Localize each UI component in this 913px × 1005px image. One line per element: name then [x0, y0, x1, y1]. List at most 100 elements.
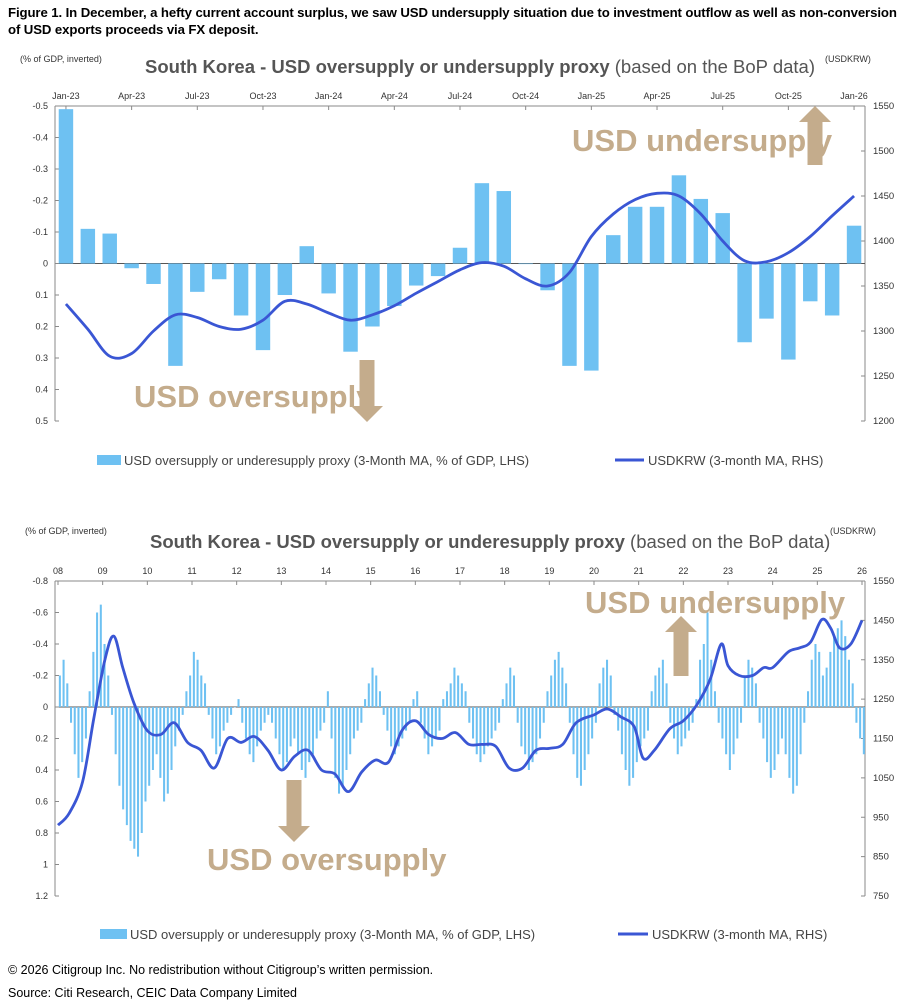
- chart2-bar-41: [211, 707, 214, 739]
- chart2-y2tick-label-1: 1450: [873, 615, 894, 626]
- chart1-bar-27: [649, 206, 665, 264]
- chart2-xtick-label-11: 19: [544, 566, 554, 576]
- chart2-bar-136: [565, 683, 568, 707]
- chart2-bar-96: [416, 691, 419, 707]
- chart2-bar-18: [125, 707, 128, 826]
- chart2-bar-35: [189, 675, 192, 707]
- chart2-y2tick-label-4: 1150: [873, 734, 893, 745]
- chart2-bar-40: [207, 707, 210, 715]
- chart1-bar-31: [737, 263, 752, 343]
- chart2-bar-9: [92, 651, 95, 707]
- chart2-bar-214: [855, 707, 858, 723]
- chart1-xtick-label-10: Jul-25: [710, 91, 735, 101]
- chart2-bar-143: [591, 707, 594, 739]
- chart1-bar-21: [518, 263, 533, 265]
- chart2-bar-126: [527, 707, 530, 770]
- chart2-xtick-label-14: 22: [678, 566, 688, 576]
- chart2-bar-204: [818, 651, 821, 707]
- chart2-bar-68: [311, 707, 314, 755]
- chart2-bar-178: [721, 707, 724, 739]
- chart2-bar-100: [431, 707, 434, 747]
- source-note: Source: Citi Research, CEIC Data Company…: [8, 986, 298, 1000]
- chart2-bar-32: [177, 707, 180, 731]
- chart2-bar-102: [438, 707, 441, 731]
- chart2-bar-66: [304, 707, 307, 778]
- chart2-bar-216: [862, 707, 865, 755]
- chart2-title-main: South Korea - USD oversupply or underesu…: [150, 531, 626, 552]
- chart2-bar-95: [412, 699, 415, 707]
- chart2-ytick-label-0: -0.8: [32, 576, 48, 586]
- chart2-xtick-label-5: 13: [276, 566, 286, 576]
- chart2-bar-69: [315, 707, 318, 739]
- chart2-bar-120: [505, 683, 508, 707]
- chart2-bar-141: [583, 707, 586, 770]
- chart2-bar-117: [494, 707, 497, 731]
- chart2-annotation-oversupply-arrow: [278, 780, 310, 842]
- chart2-ytick-label-4: 0: [43, 702, 48, 712]
- chart1-bar-8: [233, 263, 249, 316]
- chart2-bar-48: [237, 699, 240, 707]
- chart2-bar-111: [472, 707, 475, 739]
- chart2-bar-63: [293, 707, 296, 739]
- chart2-bar-71: [323, 707, 326, 723]
- chart2-bar-142: [587, 707, 590, 755]
- chart-usd-supply-history: (% of GDP, inverted) (USDKRW) South Kore…: [25, 526, 894, 942]
- chart1-bar-7: [211, 263, 227, 280]
- chart1-annotation-oversupply-label: USD oversupply: [134, 379, 374, 414]
- chart2-bar-152: [624, 707, 627, 770]
- chart2-bar-5: [77, 707, 80, 778]
- chart2-ytick-label-7: 0.6: [35, 797, 48, 807]
- chart2-bar-145: [598, 683, 601, 707]
- chart1-bars: [58, 109, 862, 371]
- chart1-bar-34: [803, 263, 818, 302]
- chart1-xtick-label-12: Jan-26: [840, 91, 868, 101]
- chart2-bar-125: [524, 707, 527, 755]
- chart2-bar-46: [230, 707, 233, 715]
- chart2-bar-165: [673, 707, 676, 739]
- chart2-bar-124: [520, 707, 523, 747]
- chart2-bar-176: [713, 691, 716, 707]
- chart2-bar-131: [546, 691, 549, 707]
- chart2-bar-36: [192, 651, 195, 707]
- chart2-bar-10: [96, 612, 99, 707]
- chart1-ytick-label-2: -0.3: [32, 164, 48, 174]
- chart2-bar-78: [349, 707, 352, 755]
- chart2-title: South Korea - USD oversupply or underesu…: [150, 531, 830, 552]
- chart2-annotation-oversupply-label: USD oversupply: [207, 842, 447, 877]
- chart1-legend-bar-swatch: [97, 455, 121, 465]
- chart1-y2tick-label-7: 1200: [873, 416, 894, 427]
- chart1-xtick-label-8: Jan-25: [578, 91, 606, 101]
- chart2-bar-168: [684, 707, 687, 739]
- chart1-ytick-label-5: 0: [43, 259, 48, 269]
- chart2-bar-81: [360, 707, 363, 723]
- chart2-bars: [58, 604, 865, 857]
- chart2-xtick-label-10: 18: [500, 566, 510, 576]
- chart1-bar-28: [671, 175, 687, 264]
- chart2-bar-201: [807, 691, 810, 707]
- chart1-xtick-label-6: Jul-24: [448, 91, 473, 101]
- chart2-bar-33: [181, 707, 184, 715]
- chart1-bar-2: [102, 233, 117, 264]
- chart1-ytick-label-6: 0.1: [35, 290, 48, 300]
- chart2-y2tick-label-5: 1050: [873, 773, 894, 784]
- chart2-bar-128: [535, 707, 538, 755]
- chart1-y2tick-label-6: 1250: [873, 371, 894, 382]
- chart2-bar-94: [408, 707, 411, 723]
- chart2-bar-93: [405, 707, 408, 731]
- chart2-bar-75: [338, 707, 341, 794]
- chart1-right-axis-unit: (USDKRW): [825, 54, 871, 64]
- chart2-bar-164: [669, 707, 672, 723]
- chart2-bar-67: [308, 707, 311, 763]
- chart2-bar-203: [814, 644, 817, 707]
- chart1-legend-bar-label: USD oversupply or underesupply proxy (3-…: [124, 453, 529, 468]
- chart1-bar-22: [540, 263, 555, 291]
- chart1-y2tick-label-5: 1300: [873, 326, 894, 337]
- chart2-bar-38: [200, 675, 203, 707]
- chart2-bar-161: [658, 667, 661, 707]
- chart2-bar-196: [788, 707, 791, 778]
- chart2-bar-132: [550, 675, 553, 707]
- chart1-bar-14: [365, 263, 380, 327]
- chart1-legend-line-label: USDKRW (3-month MA, RHS): [648, 453, 823, 468]
- chart1-bar-35: [824, 263, 840, 316]
- chart1-bar-0: [58, 109, 74, 264]
